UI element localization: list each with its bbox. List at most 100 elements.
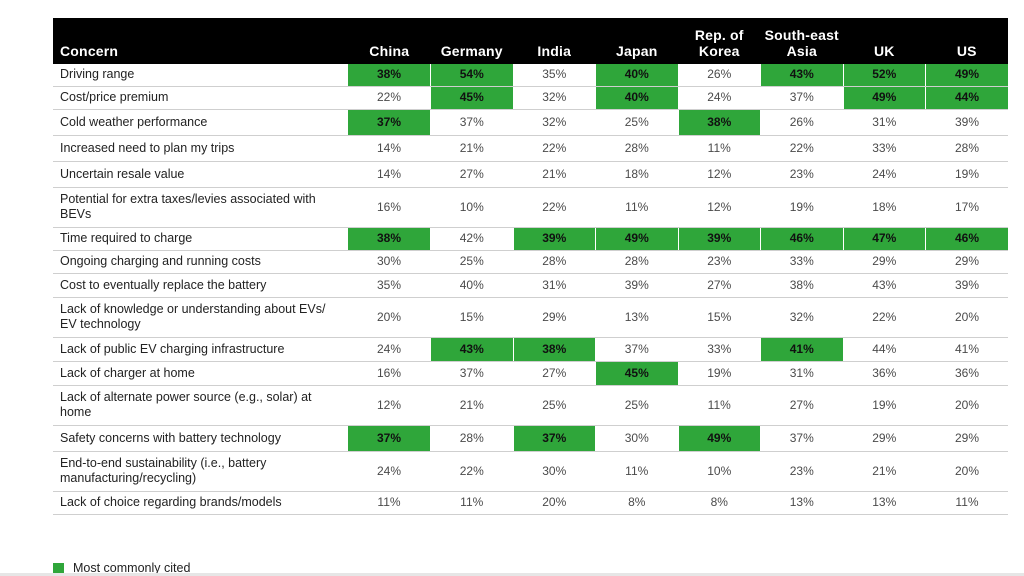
concern-cell: Uncertain resale value: [53, 161, 348, 188]
concern-cell: Cost/price premium: [53, 86, 348, 110]
legend: Most commonly cited: [53, 561, 190, 575]
value-cell: 40%: [595, 86, 678, 110]
value-cell: 40%: [430, 273, 513, 298]
value-cell: 22%: [760, 135, 843, 162]
table-row: End-to-end sustainability (i.e., battery…: [53, 451, 1008, 492]
legend-label: Most commonly cited: [73, 561, 191, 575]
value-cell: 30%: [348, 250, 431, 274]
value-cell: 39%: [925, 109, 1008, 136]
value-cell: 25%: [595, 385, 678, 426]
value-cell: 20%: [925, 385, 1008, 426]
table-row: Lack of charger at home 16% 37% 27% 45% 19% 31…: [53, 361, 1008, 386]
value-cell: 11%: [430, 491, 513, 515]
value-cell: 41%: [925, 337, 1008, 362]
value-cell: 29%: [925, 425, 1008, 452]
value-cell: 45%: [430, 86, 513, 110]
value-cell: 10%: [677, 451, 761, 492]
value-cell: 29%: [842, 250, 926, 274]
table-row: Cold weather performance 37% 37% 32% 25% 38% 2…: [53, 109, 1008, 136]
value-cell: 24%: [348, 451, 431, 492]
table-row: Time required to charge 38% 42% 39% 49% 39% 46…: [53, 227, 1008, 251]
value-cell: 32%: [512, 109, 596, 136]
column-header-india: India: [537, 43, 572, 59]
column-header-southeast-asia: South-east Asia: [764, 27, 839, 59]
value-cell: 35%: [348, 273, 431, 298]
value-cell: 20%: [512, 491, 596, 515]
value-cell: 19%: [760, 187, 843, 228]
value-cell: 8%: [677, 491, 761, 515]
value-cell: 23%: [760, 161, 843, 188]
value-cell: 20%: [925, 451, 1008, 492]
value-cell: 38%: [348, 64, 431, 87]
value-cell: 24%: [842, 161, 926, 188]
concern-cell: Cold weather performance: [53, 109, 348, 136]
value-cell: 31%: [512, 273, 596, 298]
value-cell: 11%: [348, 491, 431, 515]
table-row: Uncertain resale value 14% 27% 21% 18% 12% 23%…: [53, 161, 1008, 188]
value-cell: 54%: [430, 64, 513, 87]
table-header-row: Concern China Germany India Japan Rep. o…: [53, 18, 1008, 64]
value-cell: 19%: [677, 361, 761, 386]
value-cell: 8%: [595, 491, 678, 515]
value-cell: 33%: [677, 337, 761, 362]
value-cell: 37%: [512, 425, 596, 452]
table-row: Cost to eventually replace the battery 35…: [53, 273, 1008, 298]
value-cell: 30%: [512, 451, 596, 492]
value-cell: 11%: [677, 135, 761, 162]
value-cell: 37%: [348, 109, 431, 136]
value-cell: 28%: [430, 425, 513, 452]
value-cell: 31%: [760, 361, 843, 386]
value-cell: 37%: [430, 361, 513, 386]
value-cell: 21%: [430, 385, 513, 426]
value-cell: 20%: [348, 297, 431, 338]
value-cell: 52%: [842, 64, 926, 87]
value-cell: 38%: [677, 109, 761, 136]
column-header-germany: Germany: [440, 43, 503, 59]
value-cell: 39%: [512, 227, 596, 251]
concerns-table-container: Concern China Germany India Japan Rep. o…: [53, 18, 1008, 515]
value-cell: 37%: [760, 86, 843, 110]
value-cell: 41%: [760, 337, 843, 362]
concern-cell: Lack of alternate power source (e.g., so…: [53, 385, 348, 426]
column-header-china: China: [369, 43, 410, 59]
value-cell: 43%: [430, 337, 513, 362]
value-cell: 28%: [925, 135, 1008, 162]
value-cell: 27%: [430, 161, 513, 188]
column-header-korea: Rep. of Korea: [694, 27, 744, 59]
value-cell: 29%: [512, 297, 596, 338]
value-cell: 39%: [595, 273, 678, 298]
value-cell: 28%: [595, 135, 678, 162]
value-cell: 15%: [430, 297, 513, 338]
value-cell: 17%: [925, 187, 1008, 228]
concern-cell: Increased need to plan my trips: [53, 135, 348, 162]
value-cell: 12%: [677, 161, 761, 188]
concern-cell: Safety concerns with battery technology: [53, 425, 348, 452]
value-cell: 40%: [595, 64, 678, 87]
value-cell: 24%: [348, 337, 431, 362]
value-cell: 12%: [348, 385, 431, 426]
value-cell: 43%: [842, 273, 926, 298]
value-cell: 13%: [595, 297, 678, 338]
value-cell: 27%: [760, 385, 843, 426]
value-cell: 13%: [760, 491, 843, 515]
table-row: Lack of public EV charging infrastructur…: [53, 337, 1008, 362]
value-cell: 14%: [348, 161, 431, 188]
value-cell: 23%: [760, 451, 843, 492]
value-cell: 11%: [595, 187, 678, 228]
value-cell: 21%: [842, 451, 926, 492]
concern-cell: Lack of knowledge or understanding about…: [53, 297, 348, 338]
value-cell: 14%: [348, 135, 431, 162]
column-header-japan: Japan: [616, 43, 658, 59]
value-cell: 36%: [842, 361, 926, 386]
value-cell: 32%: [512, 86, 596, 110]
value-cell: 27%: [677, 273, 761, 298]
value-cell: 11%: [925, 491, 1008, 515]
concern-cell: Lack of public EV charging infrastructur…: [53, 337, 348, 362]
value-cell: 42%: [430, 227, 513, 251]
value-cell: 27%: [512, 361, 596, 386]
value-cell: 19%: [842, 385, 926, 426]
table-row: Lack of alternate power source (e.g., so…: [53, 385, 1008, 426]
column-header-concern: Concern: [60, 43, 119, 59]
value-cell: 11%: [677, 385, 761, 426]
value-cell: 47%: [842, 227, 926, 251]
